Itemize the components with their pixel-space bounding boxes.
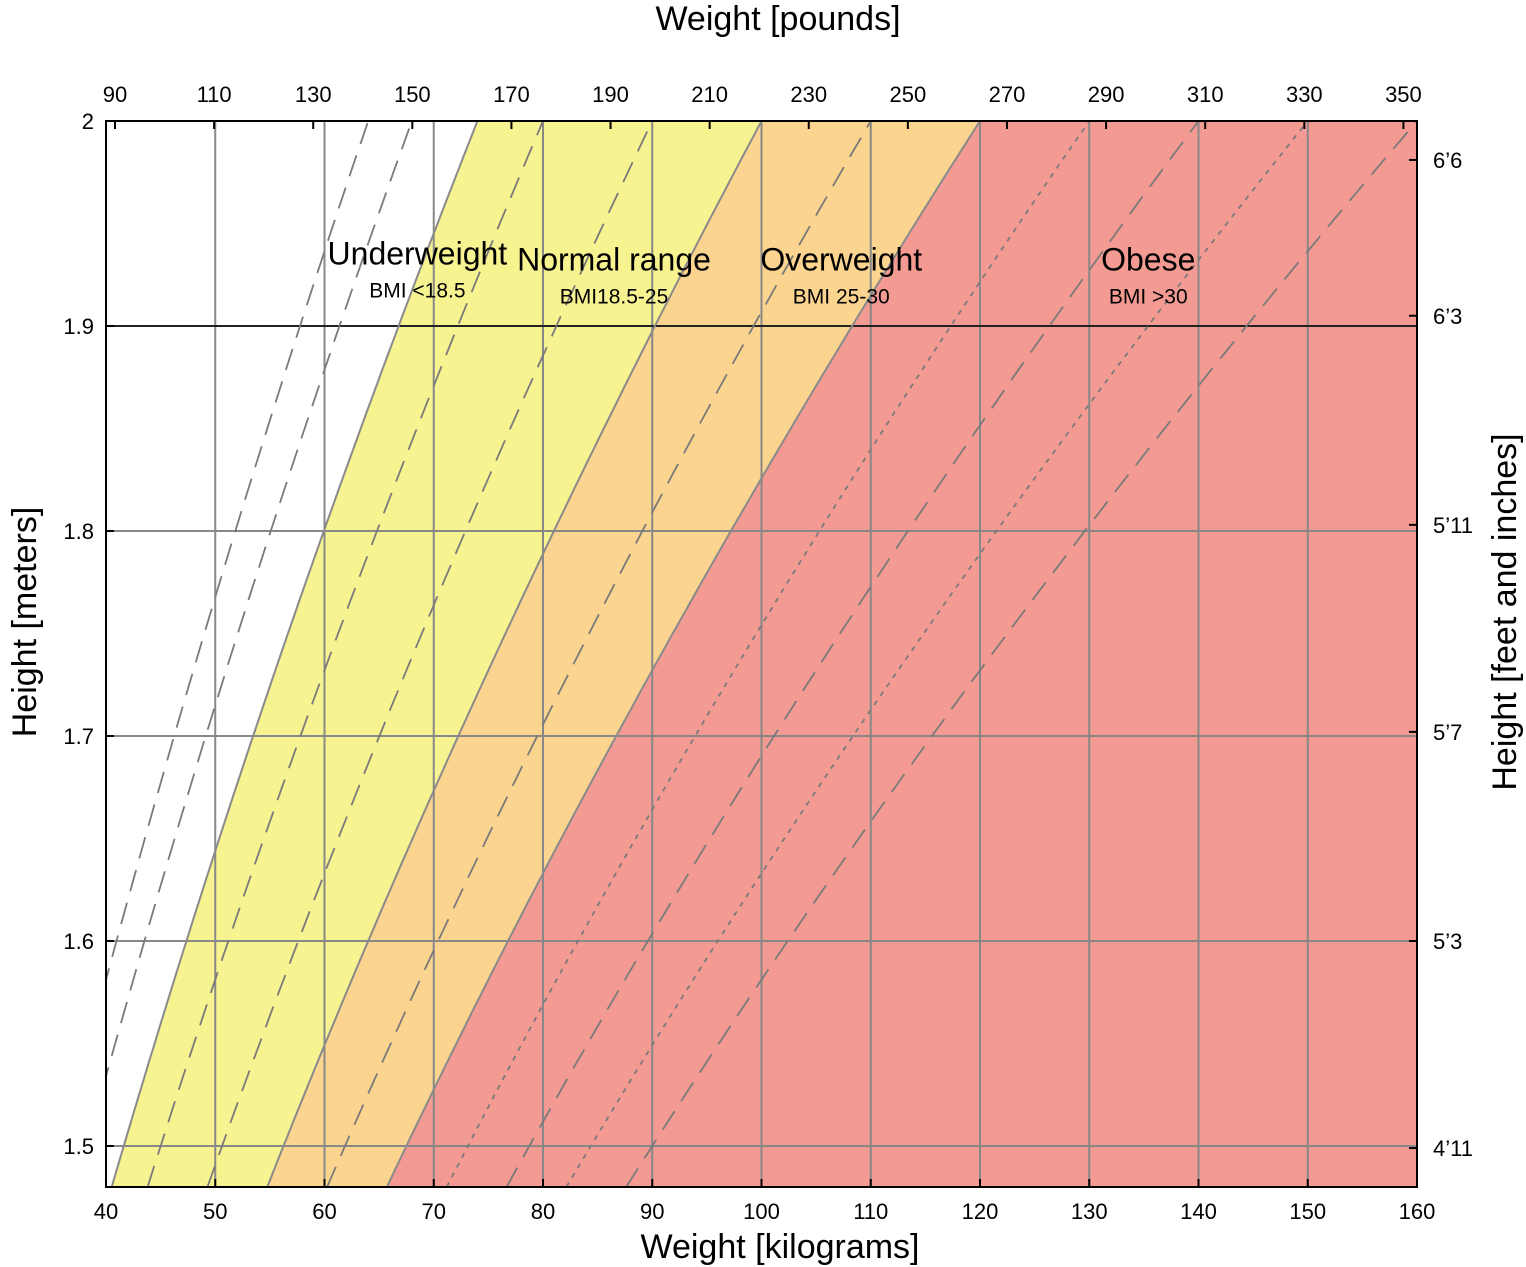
plot-frame	[105, 120, 1418, 1188]
bmi-dashed-line-2	[146, 121, 544, 1187]
bmi-boundary-0	[110, 121, 479, 1187]
bmi-boundary-1	[266, 121, 763, 1187]
x-tick-label-4: 80	[531, 1199, 555, 1224]
x-tick-label-0: 40	[94, 1199, 118, 1224]
x2-tick-label-7: 230	[790, 82, 827, 107]
zone-range-0: BMI <18.5	[369, 280, 465, 303]
x2-tick-label-13: 350	[1385, 82, 1422, 107]
bmi-zones	[106, 121, 1417, 1187]
x-tick-label-8: 120	[962, 1199, 999, 1224]
x-tick-label-3: 70	[422, 1199, 446, 1224]
x-tick-label-10: 140	[1180, 1199, 1217, 1224]
bmi-dashed-line-5	[445, 121, 1091, 1187]
bmi-dashed-line-8	[625, 121, 1417, 1187]
y2-tick-label-3: 5’11	[1433, 513, 1473, 538]
x2-tick-label-6: 210	[691, 82, 728, 107]
y2-tick-label-4: 6’3	[1433, 304, 1462, 329]
x2-tick-label-4: 170	[493, 82, 530, 107]
zone-range-1: BMI18.5-25	[560, 286, 669, 309]
x2-tick-label-5: 190	[592, 82, 629, 107]
y-axis-title: Height [meters]	[6, 507, 44, 738]
x-tick-label-12: 160	[1399, 1199, 1436, 1224]
grid-lines	[106, 121, 1417, 1187]
x2-tick-label-12: 330	[1286, 82, 1323, 107]
x-tick-label-5: 90	[640, 1199, 664, 1224]
zone-name-2: Overweight	[760, 242, 922, 278]
zone-name-0: Underweight	[328, 236, 508, 272]
bmi-dashed-line-0	[106, 121, 370, 984]
x2-tick-label-3: 150	[394, 82, 431, 107]
y2-tick-label-1: 5’3	[1433, 929, 1462, 954]
zone-boundaries	[110, 121, 981, 1187]
y-tick-label-1: 1.6	[63, 929, 94, 954]
tick-labels: 40 50 60 70 80 90 100 110 120 130 140 150 160 1.5 1.6 1…	[63, 82, 1473, 1224]
y2-tick-label-0: 4’11	[1433, 1136, 1473, 1161]
zone-range-2: BMI 25-30	[793, 286, 890, 309]
bmi-boundary-2	[385, 121, 981, 1187]
zone-name-1: Normal range	[517, 242, 711, 278]
x2-tick-label-8: 250	[890, 82, 927, 107]
y-tick-label-2: 1.7	[63, 724, 94, 749]
bmi-dashed-line-3	[206, 121, 654, 1187]
x-tick-label-2: 60	[312, 1199, 336, 1224]
y2-tick-label-5: 6’6	[1433, 148, 1462, 173]
bmi-dashed-line-6	[505, 121, 1200, 1187]
y-tick-label-3: 1.8	[63, 519, 94, 544]
x2-tick-label-9: 270	[989, 82, 1026, 107]
bmi-dashed-lines	[106, 121, 1417, 1187]
zone-range-3: BMI >30	[1109, 286, 1188, 309]
y2-axis-title: Height [feet and inches]	[1486, 433, 1524, 790]
y-tick-label-4: 1.9	[63, 314, 94, 339]
x-tick-label-7: 110	[853, 1199, 888, 1224]
y-tick-label-0: 1.5	[63, 1134, 94, 1159]
x2-tick-label-0: 90	[103, 82, 127, 107]
x2-tick-label-11: 310	[1187, 82, 1224, 107]
x2-tick-label-2: 130	[295, 82, 332, 107]
zone-name-3: Obese	[1101, 242, 1195, 278]
zone-labels: Underweight BMI <18.5 Normal range BMI18.5-…	[328, 236, 1196, 309]
bmi-dashed-line-1	[106, 121, 413, 1080]
x-tick-label-1: 50	[203, 1199, 227, 1224]
x-tick-label-6: 100	[743, 1199, 780, 1224]
x-axis-title: Weight [kilograms]	[640, 1228, 919, 1266]
zone-area-3	[386, 121, 1417, 1187]
zone-area-2	[267, 121, 980, 1187]
x2-tick-label-1: 110	[197, 82, 232, 107]
x2-axis-title: Weight [pounds]	[655, 0, 900, 38]
x2-tick-label-10: 290	[1088, 82, 1125, 107]
zone-area-0	[106, 121, 478, 1187]
x-tick-label-9: 130	[1071, 1199, 1108, 1224]
bmi-dashed-line-4	[326, 121, 872, 1187]
y2-tick-label-2: 5’7	[1433, 720, 1462, 745]
y-tick-label-5: 2	[82, 109, 94, 134]
x-tick-label-11: 150	[1289, 1199, 1326, 1224]
zone-area-1	[111, 121, 762, 1187]
